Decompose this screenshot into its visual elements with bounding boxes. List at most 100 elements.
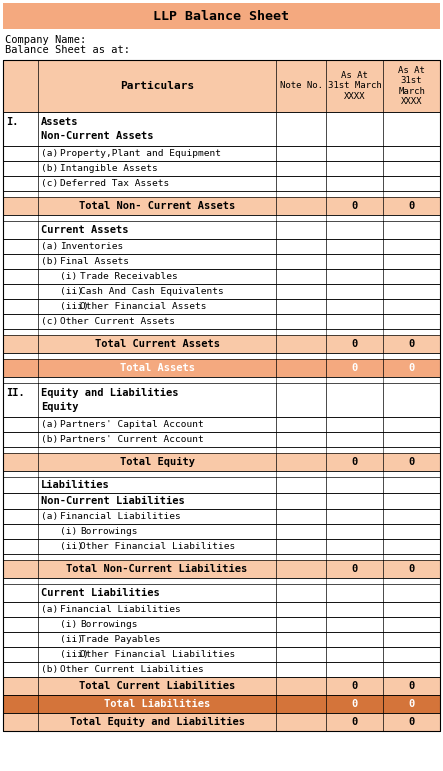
Text: (iii): (iii) (60, 302, 89, 311)
Text: 0: 0 (352, 681, 358, 691)
Bar (3, 359, 440, 377)
Text: As At
31st
March
XXXX: As At 31st March XXXX (398, 66, 425, 106)
Bar (3, 471, 440, 477)
Text: (b): (b) (41, 164, 58, 173)
Text: 0: 0 (408, 339, 415, 349)
Text: (a): (a) (41, 512, 58, 521)
Text: Other Financial Liabilities: Other Financial Liabilities (80, 650, 235, 659)
Text: Total Current Liabilities: Total Current Liabilities (79, 681, 235, 691)
Text: (c): (c) (41, 317, 58, 326)
Text: Partners' Current Account: Partners' Current Account (60, 435, 204, 444)
Bar (3, 221, 440, 239)
Text: Total Non-Current Liabilities: Total Non-Current Liabilities (66, 564, 248, 574)
Text: 0: 0 (352, 699, 358, 709)
Text: Total Assets: Total Assets (120, 363, 194, 373)
Bar (3, 269, 440, 284)
Text: Inventories: Inventories (60, 242, 123, 251)
Text: Liabilities: Liabilities (41, 480, 110, 490)
Text: 0: 0 (408, 699, 415, 709)
Bar (3, 215, 440, 221)
Text: Deferred Tax Assets: Deferred Tax Assets (60, 179, 169, 188)
Text: 0: 0 (352, 363, 358, 373)
Bar (3, 60, 440, 112)
Text: Non-Current Liabilities: Non-Current Liabilities (41, 496, 185, 506)
Bar (3, 584, 440, 602)
Text: Total Current Assets: Total Current Assets (94, 339, 220, 349)
Text: 0: 0 (352, 339, 358, 349)
Text: (a): (a) (41, 605, 58, 614)
Bar (3, 632, 440, 647)
Text: Financial Liabilities: Financial Liabilities (60, 512, 181, 521)
Text: Intangible Assets: Intangible Assets (60, 164, 158, 173)
Text: 0: 0 (408, 717, 415, 727)
Bar (3, 560, 440, 578)
Bar (3, 713, 440, 731)
Text: Total Liabilities: Total Liabilities (104, 699, 210, 709)
Bar (3, 477, 440, 493)
Bar (3, 447, 440, 453)
Text: Total Equity: Total Equity (120, 457, 194, 467)
Text: (a): (a) (41, 242, 58, 251)
Text: LLP Balance Sheet: LLP Balance Sheet (154, 9, 289, 22)
Text: Assets: Assets (41, 116, 78, 126)
Text: (i): (i) (60, 527, 77, 536)
Text: Other Financial Liabilities: Other Financial Liabilities (80, 542, 235, 551)
Text: 0: 0 (408, 457, 415, 467)
Text: Trade Payables: Trade Payables (80, 635, 160, 644)
Text: I.: I. (6, 116, 19, 126)
Bar (3, 554, 440, 560)
Bar (3, 602, 440, 617)
Text: Borrowings: Borrowings (80, 620, 137, 629)
Text: Particulars: Particulars (120, 81, 194, 91)
Bar (3, 377, 440, 383)
Bar (3, 299, 440, 314)
Bar (3, 617, 440, 632)
Bar (3, 695, 440, 713)
Bar (3, 191, 440, 197)
Bar (3, 197, 440, 215)
Bar (3, 578, 440, 584)
Text: 0: 0 (408, 681, 415, 691)
Text: Cash And Cash Equivalents: Cash And Cash Equivalents (80, 287, 224, 296)
Text: (b): (b) (41, 665, 58, 674)
Bar (3, 647, 440, 662)
Text: (i): (i) (60, 620, 77, 629)
Text: Current Liabilities: Current Liabilities (41, 588, 160, 598)
Bar (3, 509, 440, 524)
Text: Equity: Equity (41, 402, 78, 412)
Text: Partners' Capital Account: Partners' Capital Account (60, 420, 204, 429)
Text: II.: II. (6, 388, 25, 398)
Bar (3, 432, 440, 447)
Bar (3, 453, 440, 471)
Text: Company Name:: Company Name: (5, 35, 86, 45)
Bar (3, 493, 440, 509)
Text: Other Financial Assets: Other Financial Assets (80, 302, 206, 311)
Text: Borrowings: Borrowings (80, 527, 137, 536)
Text: Final Assets: Final Assets (60, 257, 129, 266)
Text: (b): (b) (41, 257, 58, 266)
Text: Other Current Liabilities: Other Current Liabilities (60, 665, 204, 674)
Text: 0: 0 (352, 717, 358, 727)
Text: Current Assets: Current Assets (41, 225, 128, 235)
Bar (3, 161, 440, 176)
Bar (3, 254, 440, 269)
Bar (3, 3, 440, 29)
Text: Financial Liabilities: Financial Liabilities (60, 605, 181, 614)
Text: (ii): (ii) (60, 542, 83, 551)
Text: 0: 0 (408, 564, 415, 574)
Text: Other Current Assets: Other Current Assets (60, 317, 175, 326)
Text: (b): (b) (41, 435, 58, 444)
Bar (3, 284, 440, 299)
Text: 0: 0 (408, 201, 415, 211)
Text: Property,Plant and Equipment: Property,Plant and Equipment (60, 149, 221, 158)
Bar (3, 417, 440, 432)
Text: (ii): (ii) (60, 635, 83, 644)
Bar (3, 677, 440, 695)
Text: Total Equity and Liabilities: Total Equity and Liabilities (70, 717, 245, 727)
Bar (3, 146, 440, 161)
Bar (3, 539, 440, 554)
Bar (3, 176, 440, 191)
Bar (3, 335, 440, 353)
Bar (3, 60, 440, 731)
Text: Total Non- Current Assets: Total Non- Current Assets (79, 201, 235, 211)
